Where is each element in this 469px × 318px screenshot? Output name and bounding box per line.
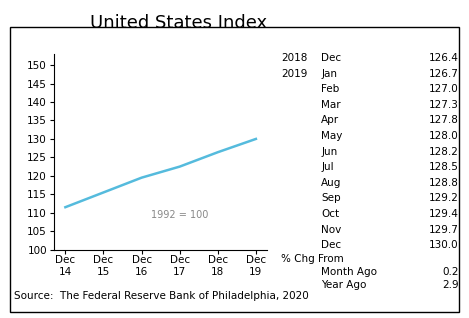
Text: Jul: Jul — [321, 162, 334, 172]
Text: May: May — [321, 131, 343, 141]
Text: Nov: Nov — [321, 225, 341, 234]
Text: Mar: Mar — [321, 100, 341, 110]
Text: 126.4: 126.4 — [429, 53, 459, 63]
Text: Dec: Dec — [321, 240, 341, 250]
Text: Sep: Sep — [321, 193, 341, 203]
Text: 128.0: 128.0 — [429, 131, 459, 141]
Text: 129.2: 129.2 — [429, 193, 459, 203]
Text: 129.4: 129.4 — [429, 209, 459, 219]
Text: Jun: Jun — [321, 147, 338, 156]
Text: 129.7: 129.7 — [429, 225, 459, 234]
Text: 2.9: 2.9 — [442, 280, 459, 290]
Text: 127.0: 127.0 — [429, 84, 459, 94]
Text: % Chg From: % Chg From — [281, 254, 344, 264]
Text: United States Index: United States Index — [90, 14, 267, 32]
Text: 128.2: 128.2 — [429, 147, 459, 156]
Text: Month Ago: Month Ago — [321, 267, 377, 277]
Text: 128.8: 128.8 — [429, 178, 459, 188]
Text: 127.3: 127.3 — [429, 100, 459, 110]
Text: 130.0: 130.0 — [429, 240, 459, 250]
Text: 128.5: 128.5 — [429, 162, 459, 172]
Text: 126.7: 126.7 — [429, 69, 459, 79]
Text: Source:  The Federal Reserve Bank of Philadelphia, 2020: Source: The Federal Reserve Bank of Phil… — [14, 291, 309, 301]
Text: Jan: Jan — [321, 69, 337, 79]
Text: 1992 = 100: 1992 = 100 — [151, 210, 208, 220]
Text: Apr: Apr — [321, 115, 340, 125]
Text: Oct: Oct — [321, 209, 340, 219]
Text: Dec: Dec — [321, 53, 341, 63]
Text: 127.8: 127.8 — [429, 115, 459, 125]
Text: Feb: Feb — [321, 84, 340, 94]
Text: Year Ago: Year Ago — [321, 280, 367, 290]
Text: 2018: 2018 — [281, 53, 308, 63]
Text: 0.2: 0.2 — [442, 267, 459, 277]
Text: Aug: Aug — [321, 178, 341, 188]
Text: 2019: 2019 — [281, 69, 308, 79]
